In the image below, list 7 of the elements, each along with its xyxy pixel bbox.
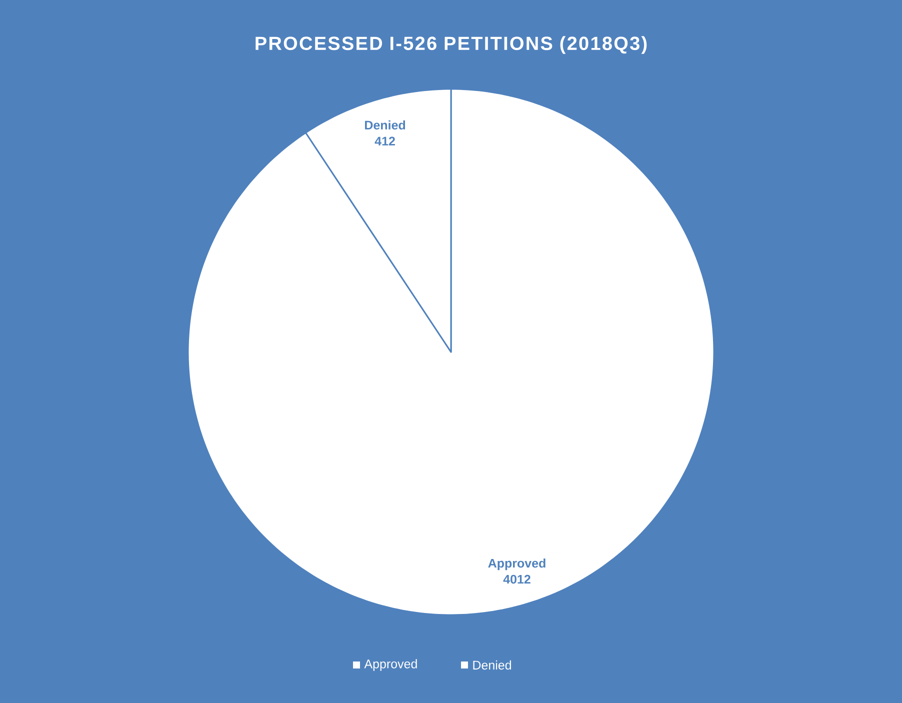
chart-title: PROCESSED I-526 PETITIONS (2018Q3): [256, 36, 647, 54]
legend-label: Denied: [473, 660, 511, 670]
data-label: 412: [374, 136, 395, 146]
legend-label: Approved: [364, 659, 417, 671]
data-label: 4012: [503, 574, 530, 584]
slice-label: Denied: [365, 120, 406, 130]
slice-label: Approved: [488, 558, 546, 570]
